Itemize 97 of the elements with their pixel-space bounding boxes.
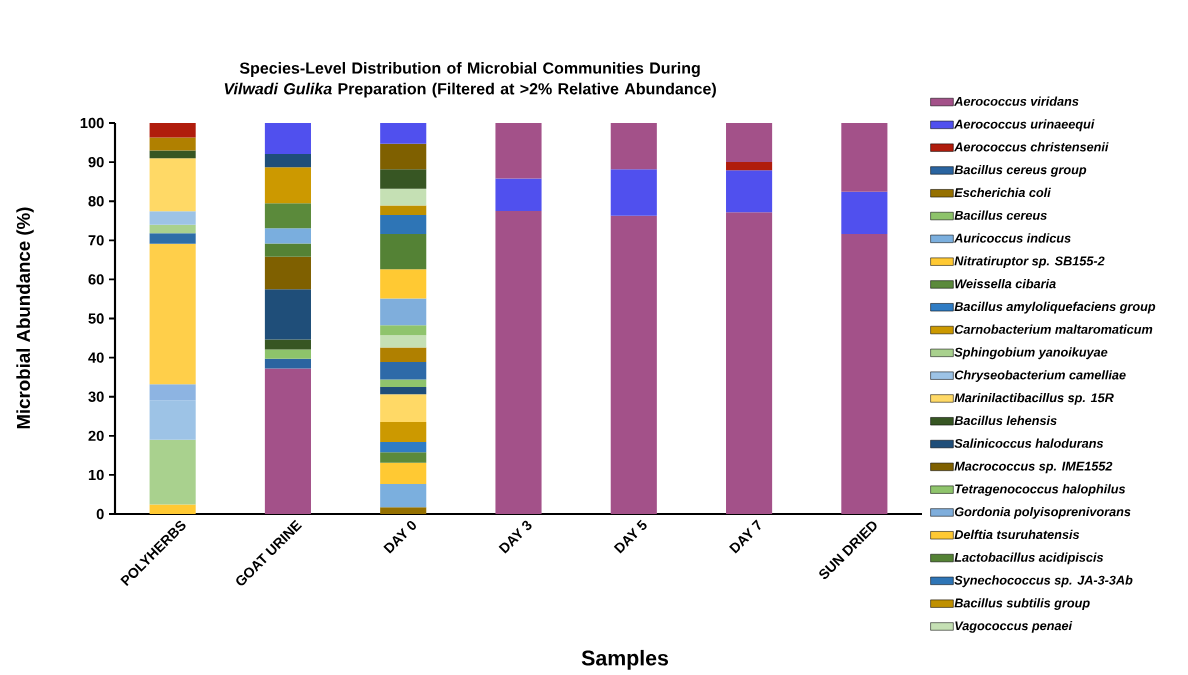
bar (610, 123, 657, 170)
bar (149, 400, 196, 440)
legend-label: Tetragenococcus halophilus (955, 484, 1126, 496)
bar (726, 123, 773, 163)
bar (380, 188, 427, 206)
bar (726, 212, 773, 515)
bar (149, 384, 196, 401)
bar (380, 507, 427, 515)
y-tick-label: 0 (96, 508, 104, 520)
bar (380, 394, 427, 423)
x-axis-title: Samples (581, 649, 669, 670)
legend-label: Sphingobium yanoikuyae (954, 347, 1108, 360)
bar (264, 123, 311, 154)
legend-label: Marinilactibacillus sp. 15R (954, 392, 1114, 405)
bar (726, 162, 773, 171)
bar (380, 143, 427, 170)
y-tick-label: 80 (88, 196, 104, 207)
y-tick-label: 10 (88, 469, 104, 481)
bar (380, 347, 427, 362)
bar (380, 325, 427, 336)
bar (380, 442, 427, 453)
bar (380, 298, 427, 326)
bar (380, 214, 427, 235)
bar (149, 504, 196, 515)
bar (610, 169, 657, 216)
bar (380, 169, 427, 189)
legend-label: Carnobacterium maltaromaticum (954, 324, 1153, 334)
y-tick-label: 90 (88, 156, 104, 168)
bar (380, 462, 427, 484)
y-tick-label: 50 (88, 313, 104, 324)
bar (264, 256, 311, 290)
legend-label: Auricoccus indicus (954, 233, 1071, 243)
legend-label: Salinicoccus halodurans (954, 438, 1104, 448)
bar (149, 211, 196, 225)
y-tick-label: 100 (80, 117, 104, 129)
y-tick-label: 60 (88, 274, 104, 285)
bar (149, 233, 196, 244)
bar (149, 439, 196, 505)
y-axis-title: Microbial Abundance (%) (16, 207, 34, 429)
chart-title: Species-Level Distribution of Microbial Communities During Vilwadi Gulika Preparation (Filtered at >2% Relative Abundance) (224, 62, 716, 98)
bar (380, 269, 427, 299)
legend-label: Weissella cibaria (955, 278, 1056, 289)
bar (841, 191, 888, 235)
y-tick-label: 30 (88, 391, 104, 402)
legend-label: Synechococcus sp. JA-3-3Ab (954, 575, 1133, 588)
legend-label: Gordonia polyisoprenivorans (954, 506, 1131, 519)
bar (264, 243, 311, 257)
bar (149, 123, 196, 138)
bar (149, 224, 196, 234)
bar (149, 243, 196, 385)
bar (264, 167, 311, 204)
bar (149, 137, 196, 151)
bar (495, 123, 542, 179)
bar (264, 228, 311, 244)
bar (495, 210, 542, 515)
bar (841, 234, 888, 515)
bar (149, 158, 196, 212)
bar (264, 358, 311, 369)
legend-label: Nitratiruptor sp. SB155-2 (954, 256, 1105, 268)
bar (380, 422, 427, 443)
bar (264, 203, 311, 229)
bar (380, 335, 427, 348)
legend-label: Bacillus cereus group (954, 164, 1087, 177)
legend-label: Aerococcus christensenii (954, 142, 1109, 152)
bar (610, 215, 657, 515)
bar (726, 170, 773, 213)
bar (841, 123, 888, 192)
legend-label: Escherichia coli (954, 187, 1051, 198)
bar (264, 368, 311, 515)
bar (380, 386, 427, 395)
y-tick-label: 20 (88, 430, 104, 441)
bar (495, 178, 542, 211)
legend-label: Delftia tsuruhatensis (954, 529, 1080, 540)
legend-label: Bacillus cereus (954, 210, 1047, 220)
bar (380, 361, 427, 380)
bar (149, 150, 196, 159)
bar (380, 483, 427, 508)
bar (380, 205, 427, 215)
bar (380, 123, 427, 144)
bar (380, 452, 427, 463)
legend-label: Bacillus subtilis group (954, 598, 1090, 610)
bar (380, 379, 427, 387)
y-tick-label: 40 (88, 352, 104, 363)
bar (264, 153, 311, 168)
legend-label: Bacillus amyloliquefaciens group (954, 301, 1156, 314)
legend-label: Lactobacillus acidipiscis (954, 552, 1104, 565)
legend-label: Bacillus lehensis (954, 415, 1057, 426)
legend-label: Macrococcus sp. IME1552 (954, 461, 1113, 474)
legend-label: Vagococcus penaei (955, 620, 1073, 633)
bar (380, 234, 427, 270)
y-tick-label: 70 (88, 235, 104, 246)
bar (264, 349, 311, 359)
bar (264, 289, 311, 340)
legend-label: Chryseobacterium camelliae (954, 370, 1126, 382)
legend-label: Aerococcus urinaeequi (954, 119, 1095, 132)
legend-label: Aerococcus viridans (954, 96, 1079, 106)
bar (264, 339, 311, 350)
